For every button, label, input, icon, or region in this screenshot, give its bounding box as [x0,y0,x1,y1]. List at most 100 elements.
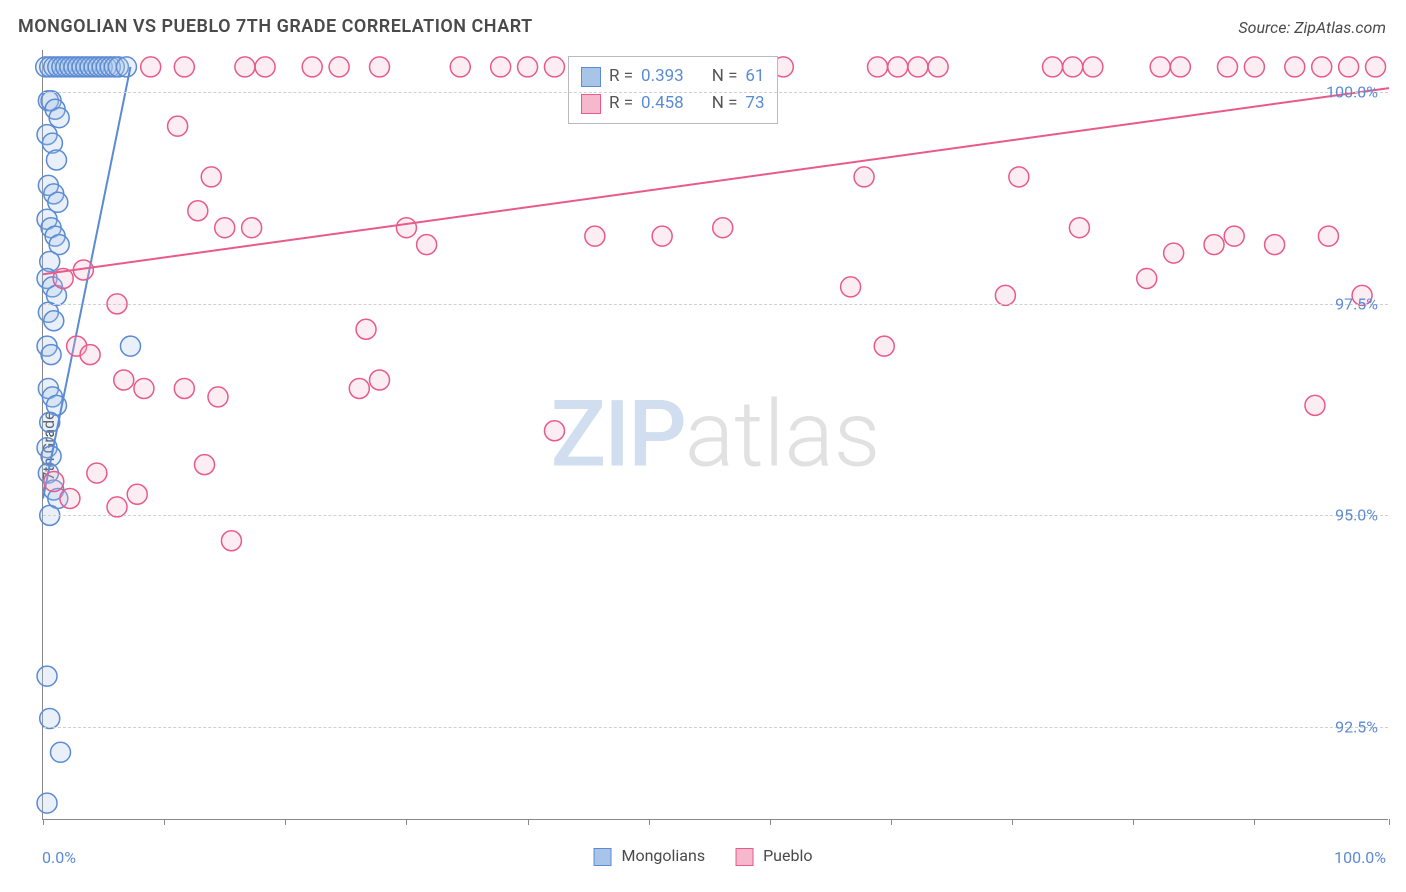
data-point [1150,57,1170,77]
series-legend: Mongolians Pueblo [594,846,813,866]
x-tick [1012,819,1013,825]
data-point [107,497,127,517]
data-point [242,218,262,238]
data-point [1009,167,1029,187]
data-point [1312,57,1332,77]
data-point [1305,395,1325,415]
data-point [116,57,136,77]
data-point [518,57,538,77]
legend-swatch-pueblo [735,848,753,866]
data-point [134,378,154,398]
data-point [120,336,140,356]
data-point [44,311,64,331]
data-point [168,116,188,136]
x-tick [406,819,407,825]
data-point [1137,268,1157,288]
chart-title: MONGOLIAN VS PUEBLO 7TH GRADE CORRELATIO… [18,16,533,37]
gridline [43,304,1388,305]
data-point [114,370,134,390]
data-point [255,57,275,77]
y-tick-label: 97.5% [1335,294,1378,313]
data-point [1170,57,1190,77]
data-point [713,218,733,238]
x-tick [285,819,286,825]
data-point [141,57,161,77]
data-point [417,235,437,255]
x-tick [1389,819,1390,825]
data-point [888,57,908,77]
x-tick [528,819,529,825]
data-point [1285,57,1305,77]
gridline [43,92,1388,93]
data-point [1224,226,1244,246]
data-point [329,57,349,77]
data-point [544,421,564,441]
data-point [127,484,147,504]
legend-swatch-pueblo [581,94,601,114]
data-point [491,57,511,77]
data-point [46,150,66,170]
data-point [652,226,672,246]
data-point [396,218,416,238]
data-point [221,531,241,551]
data-point [1318,226,1338,246]
y-tick-label: 95.0% [1335,506,1378,525]
r-label: R = [609,63,633,90]
data-point [60,488,80,508]
r-value: 0.393 [641,63,684,90]
source-attribution: Source: ZipAtlas.com [1238,18,1386,37]
correlation-legend: R = 0.393 N = 61 R = 0.458 N = 73 [568,56,778,124]
legend-label: Pueblo [763,846,812,865]
data-point [450,57,470,77]
data-point [868,57,888,77]
plot-area: ZIPatlas R = 0.393 N = 61 R = 0.458 N = … [42,50,1388,820]
data-point [235,57,255,77]
data-point [50,742,70,762]
scatter-svg [43,50,1388,819]
r-label: R = [609,90,633,117]
legend-item: Pueblo [735,846,812,866]
data-point [174,378,194,398]
legend-swatch-mongolians [581,67,601,87]
n-label: N = [712,90,738,117]
x-axis-max-label: 100.0% [1334,848,1386,867]
data-point [1204,235,1224,255]
x-tick [1133,819,1134,825]
legend-swatch-mongolians [594,848,612,866]
data-point [1339,57,1359,77]
data-point [854,167,874,187]
legend-row: R = 0.393 N = 61 [581,63,765,90]
data-point [87,463,107,483]
data-point [1164,243,1184,263]
data-point [928,57,948,77]
data-point [841,277,861,297]
data-point [40,708,60,728]
data-point [1069,218,1089,238]
data-point [1366,57,1386,77]
data-point [1244,57,1264,77]
data-point [195,455,215,475]
data-point [302,57,322,77]
x-tick [1254,819,1255,825]
data-point [80,345,100,365]
data-point [349,378,369,398]
data-point [356,319,376,339]
data-point [874,336,894,356]
x-tick [891,819,892,825]
r-value: 0.458 [641,90,684,117]
data-point [370,57,390,77]
data-point [37,793,57,813]
data-point [208,387,228,407]
data-point [215,218,235,238]
data-point [1217,57,1237,77]
data-point [370,370,390,390]
x-tick [43,819,44,825]
data-point [1063,57,1083,77]
n-value: 73 [745,90,764,117]
n-label: N = [712,63,738,90]
legend-row: R = 0.458 N = 73 [581,90,765,117]
x-tick [770,819,771,825]
data-point [41,345,61,365]
y-tick-label: 92.5% [1335,717,1378,736]
n-value: 61 [745,63,764,90]
